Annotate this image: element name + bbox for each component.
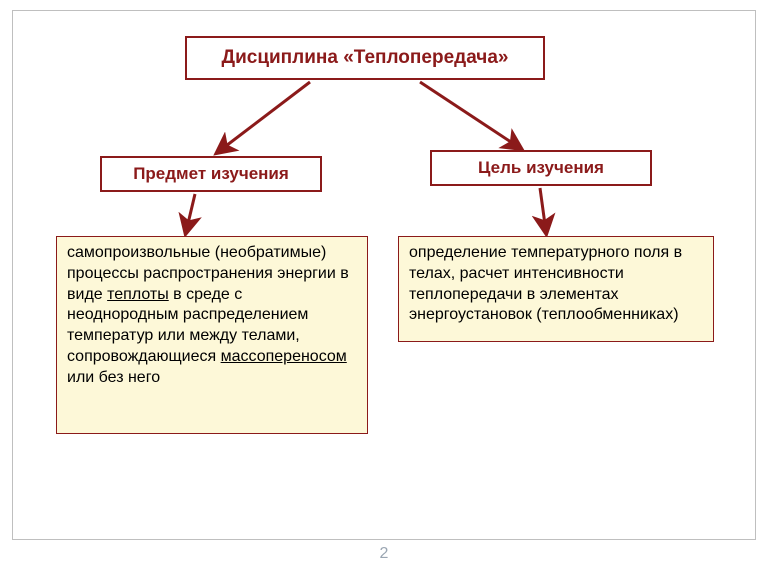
node-goal: Цель изучения [430,150,652,186]
desc-text-segment: теплоты [107,286,169,303]
node-goal-label: Цель изучения [478,158,604,178]
node-root: Дисциплина «Теплопередача» [185,36,545,80]
desc-text-segment: определение температурного поля в телах,… [409,244,682,323]
page-number-text: 2 [380,545,389,562]
desc-goal: определение температурного поля в телах,… [398,236,714,342]
node-subject-label: Предмет изучения [133,164,289,184]
desc-text-segment: или без него [67,369,160,386]
page-number: 2 [374,545,394,563]
desc-subject: самопроизвольные (необратимые) процессы … [56,236,368,434]
node-subject: Предмет изучения [100,156,322,192]
desc-text-segment: массопереносом [221,348,347,365]
node-root-label: Дисциплина «Теплопередача» [222,47,509,69]
